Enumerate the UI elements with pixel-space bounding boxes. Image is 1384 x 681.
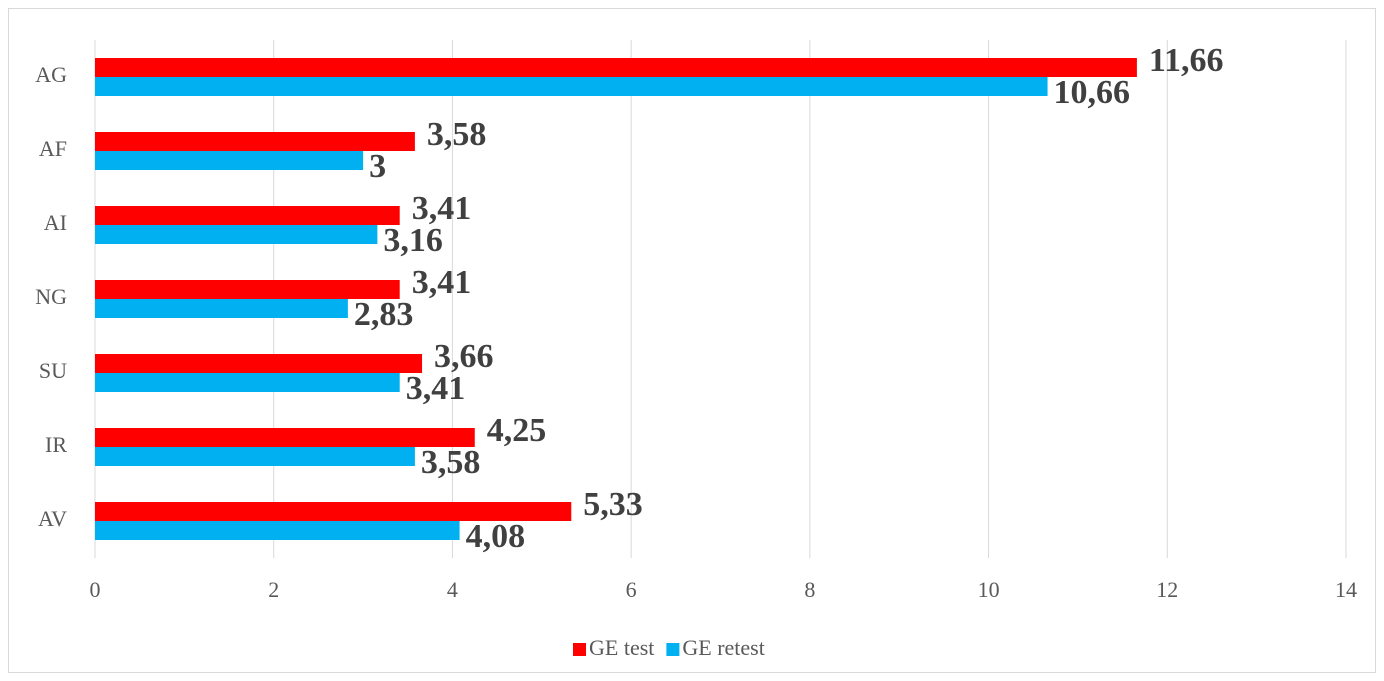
data-label: 3,41 (406, 370, 466, 407)
x-tick-label: 6 (626, 577, 637, 602)
data-label: 5,33 (583, 486, 643, 523)
legend-label: GE test (589, 635, 654, 660)
bar (95, 521, 460, 540)
data-label: 3,41 (412, 190, 472, 227)
bar (95, 447, 415, 466)
data-label: 4,25 (487, 412, 546, 449)
y-tick-label: NG (35, 284, 67, 309)
y-tick-label: SU (39, 358, 67, 383)
bar (95, 373, 400, 392)
bar (95, 225, 378, 244)
bar (95, 428, 475, 447)
x-tick-label: 2 (268, 577, 279, 602)
bar (95, 58, 1137, 77)
x-tick-label: 10 (978, 577, 1000, 602)
x-tick-label: 0 (90, 577, 101, 602)
x-tick-label: 8 (804, 577, 815, 602)
x-tick-label: 4 (447, 577, 458, 602)
data-label: 3,16 (383, 222, 443, 259)
bar (95, 280, 400, 299)
bar (95, 354, 423, 373)
bar (95, 206, 400, 225)
y-tick-label: AF (39, 136, 67, 161)
y-tick-label: AG (35, 62, 67, 87)
bar (95, 299, 348, 318)
data-label: 11,66 (1149, 42, 1224, 79)
y-tick-label: AV (38, 506, 67, 531)
data-label: 3,41 (412, 264, 472, 301)
legend-label: GE retest (682, 635, 764, 660)
data-label: 3,66 (434, 338, 494, 375)
bar (95, 132, 415, 151)
data-label: 3 (369, 148, 386, 185)
legend-swatch (573, 643, 586, 656)
y-tick-label: AI (44, 210, 67, 235)
y-tick-label: IR (45, 432, 67, 457)
bar (95, 77, 1048, 96)
x-tick-label: 12 (1156, 577, 1178, 602)
data-label: 2,83 (354, 296, 414, 333)
legend-swatch (666, 643, 680, 656)
bar (95, 151, 364, 170)
data-label: 3,58 (427, 116, 487, 153)
chart-border (8, 8, 1376, 673)
x-tick-label: 14 (1335, 577, 1357, 602)
data-label: 3,58 (421, 444, 481, 481)
data-label: 10,66 (1054, 74, 1131, 111)
data-label: 4,08 (466, 518, 526, 555)
bar (95, 502, 572, 521)
